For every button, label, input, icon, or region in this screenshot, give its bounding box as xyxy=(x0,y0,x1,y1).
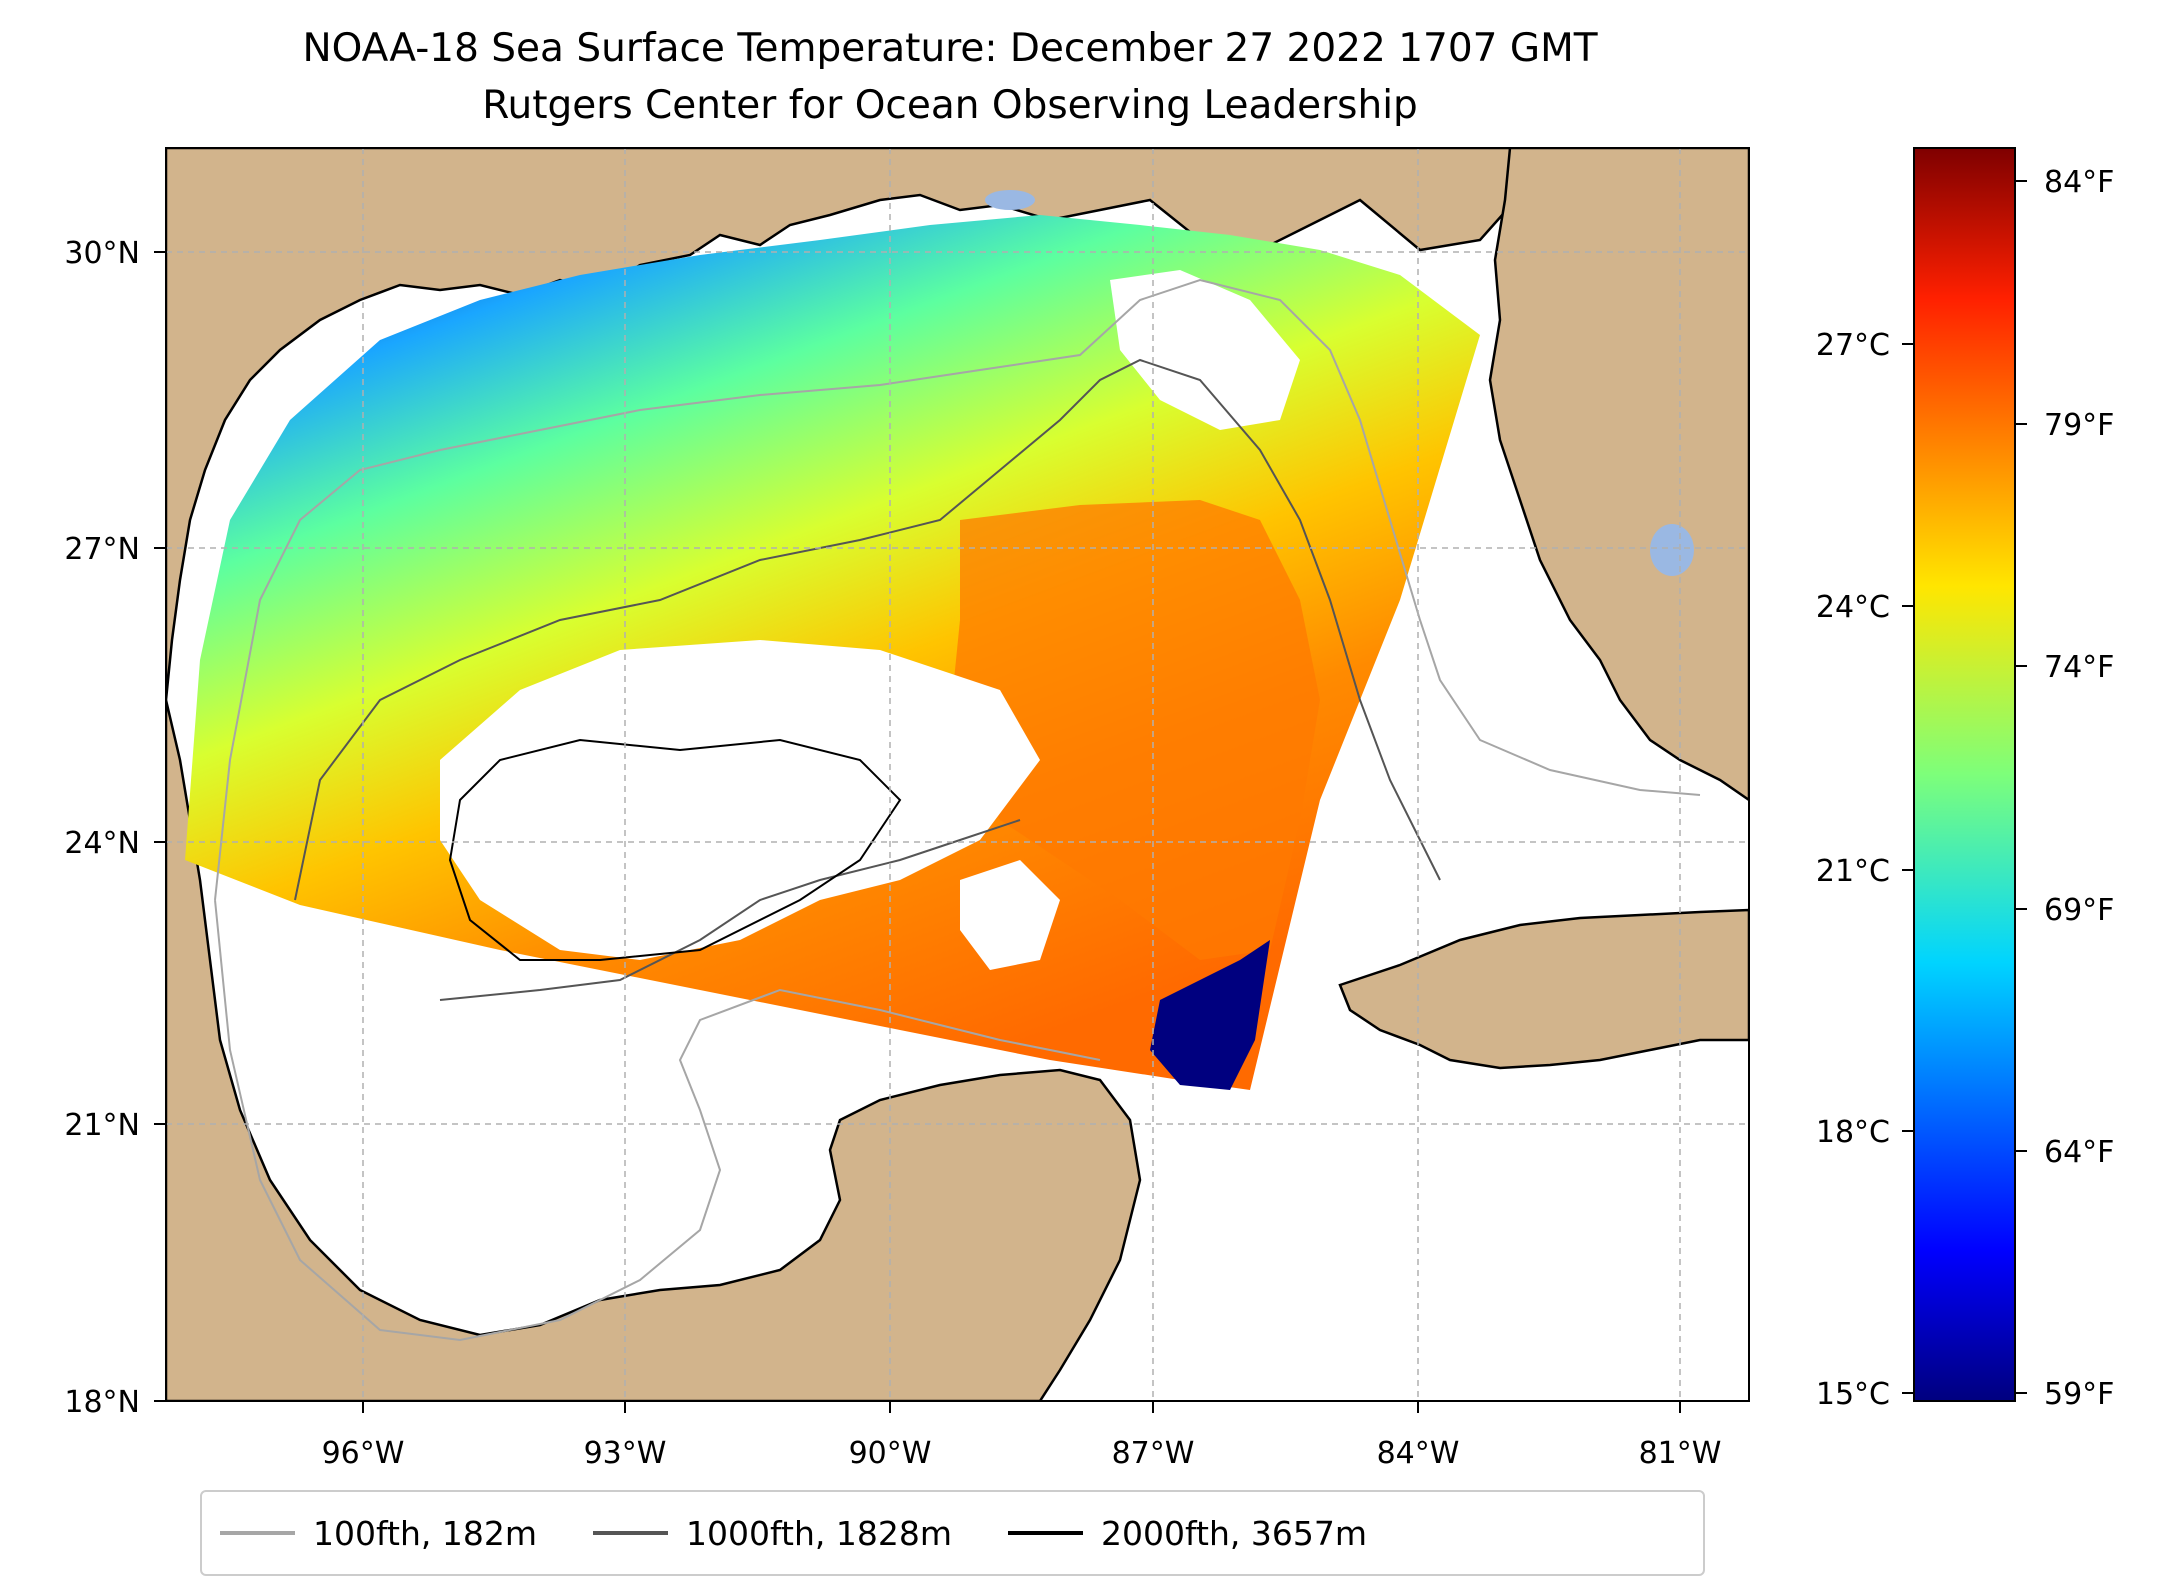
colorbar-celsius-label: 27°C xyxy=(1816,328,1890,363)
contour-100fth xyxy=(214,278,1701,1342)
contour-1000fth xyxy=(294,358,1441,1001)
land-cuba xyxy=(1338,908,1749,1070)
legend-label: 2000fth, 3657m xyxy=(1100,1513,1367,1553)
legend-item-2000fth: 2000fth, 3657m xyxy=(1007,1513,1367,1553)
lake-pontchartrain xyxy=(985,190,1035,210)
y-tick-label: 18°N xyxy=(64,1385,140,1420)
x-tick-label: 90°W xyxy=(849,1436,932,1471)
y-tick-label: 21°N xyxy=(64,1108,140,1143)
legend-swatch xyxy=(220,1531,295,1535)
land-mexico xyxy=(166,699,1142,1401)
x-tick-label: 81°W xyxy=(1639,1436,1722,1471)
map-frame xyxy=(165,147,1750,1402)
x-tick-label: 87°W xyxy=(1112,1436,1195,1471)
contour-2000fth xyxy=(448,738,902,961)
x-tick-label: 84°W xyxy=(1377,1436,1460,1471)
legend-item-100fth: 100fth, 182m xyxy=(220,1514,537,1553)
map-area xyxy=(166,148,1749,1401)
colorbar-celsius-ticks xyxy=(1902,343,1914,1394)
cloud-gap-north xyxy=(1110,270,1300,430)
cloud-gap-south xyxy=(960,860,1060,970)
legend-label: 100fth, 182m xyxy=(313,1513,537,1553)
colorbar-fahrenheit-label: 74°F xyxy=(2044,650,2114,685)
figure-title: NOAA-18 Sea Surface Temperature: Decembe… xyxy=(302,26,1598,71)
figure-subtitle: Rutgers Center for Ocean Observing Leade… xyxy=(482,83,1418,128)
colorbar xyxy=(1913,147,2016,1402)
x-tick-label: 96°W xyxy=(322,1436,405,1471)
colorbar-celsius-label: 21°C xyxy=(1816,854,1890,889)
colorbar-fahrenheit-label: 59°F xyxy=(2044,1377,2114,1412)
y-tick-label: 24°N xyxy=(64,826,140,861)
y-tick-label: 27°N xyxy=(64,532,140,567)
colorbar-fahrenheit-label: 84°F xyxy=(2044,165,2114,200)
colorbar-fahrenheit-label: 79°F xyxy=(2044,408,2114,443)
lake-okeechobee xyxy=(1650,524,1694,576)
colorbar-fahrenheit-label: 69°F xyxy=(2044,893,2114,928)
legend-item-1000fth: 1000fth, 1828m xyxy=(593,1514,952,1553)
colorbar-fahrenheit-label: 64°F xyxy=(2044,1135,2114,1170)
legend-swatch xyxy=(593,1531,668,1535)
y-tick-label: 30°N xyxy=(64,236,140,271)
colorbar-fahrenheit-ticks xyxy=(2015,180,2027,1394)
legend-swatch xyxy=(1007,1531,1083,1535)
land-us xyxy=(166,148,1749,701)
sst-cold-corner xyxy=(1150,940,1270,1090)
land-florida xyxy=(1488,148,1749,802)
colorbar-celsius-label: 24°C xyxy=(1816,590,1890,625)
colorbar-celsius-label: 18°C xyxy=(1816,1115,1890,1150)
y-axis xyxy=(154,251,166,1402)
x-axis xyxy=(362,1401,1681,1413)
x-tick-label: 93°W xyxy=(584,1436,667,1471)
sst-warm-patch xyxy=(950,500,1320,960)
colorbar-celsius-label: 15°C xyxy=(1816,1377,1890,1412)
contour-legend: 100fth, 182m 1000fth, 1828m 2000fth, 365… xyxy=(200,1490,1705,1576)
legend-label: 1000fth, 1828m xyxy=(686,1513,952,1553)
